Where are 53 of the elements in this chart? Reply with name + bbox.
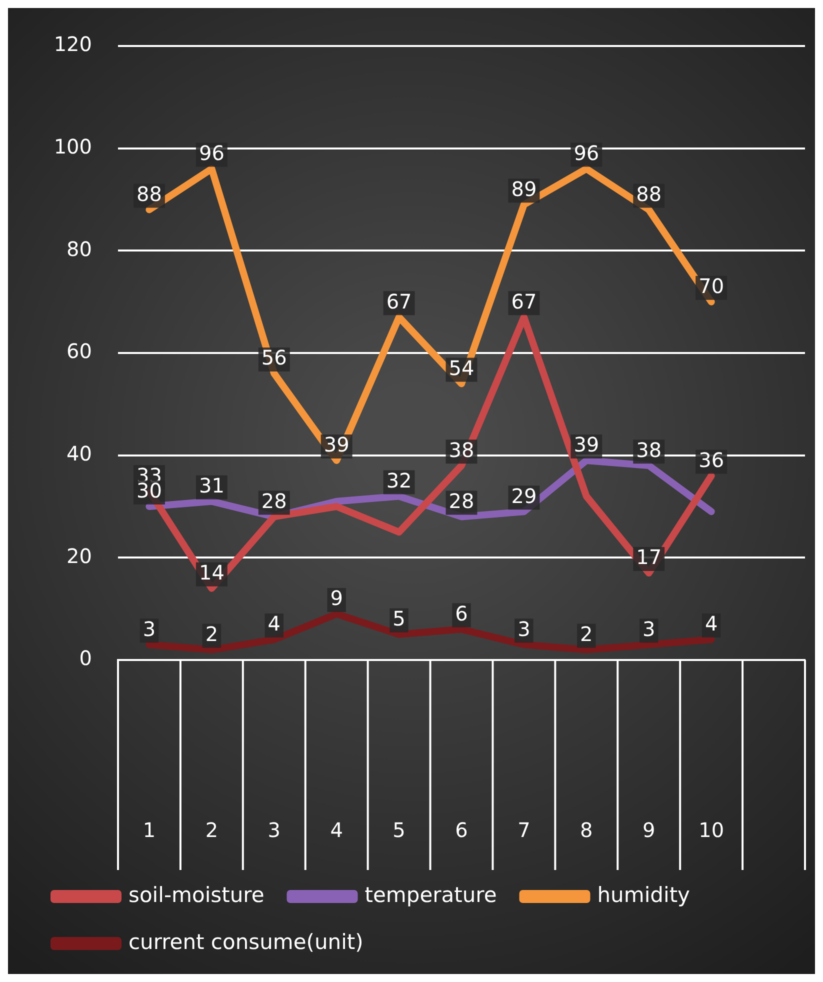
y-tick-label: 120 <box>54 32 92 56</box>
x-tick-label: 4 <box>330 818 343 842</box>
data-label: 70 <box>698 274 724 298</box>
data-label: 32 <box>386 468 412 492</box>
data-label: 3 <box>518 616 530 641</box>
data-label: 67 <box>386 289 412 314</box>
data-label: 28 <box>261 488 287 513</box>
y-tick-label: 60 <box>66 339 92 364</box>
data-label: 31 <box>198 474 224 498</box>
x-tick-label: 5 <box>392 818 406 842</box>
data-label: 39 <box>574 432 600 457</box>
x-tick-label: 6 <box>455 818 468 842</box>
data-label: 56 <box>261 346 287 370</box>
x-tick-label: 2 <box>205 818 218 842</box>
legend-label: current consume(unit) <box>128 930 364 954</box>
data-label: 38 <box>448 438 474 462</box>
data-label: 6 <box>455 602 468 626</box>
y-tick-label: 100 <box>54 134 92 159</box>
data-label: 96 <box>198 141 224 166</box>
data-label: 28 <box>448 488 474 513</box>
data-label: 54 <box>448 356 474 380</box>
data-label: 88 <box>136 182 162 206</box>
data-label: 29 <box>511 484 537 508</box>
data-label: 88 <box>636 182 662 206</box>
data-label: 3 <box>642 616 656 641</box>
data-label: 14 <box>198 560 224 585</box>
data-label: 2 <box>205 622 218 646</box>
x-tick-label: 3 <box>268 818 281 842</box>
y-tick-label: 0 <box>79 646 92 670</box>
data-label: 3 <box>142 616 156 641</box>
data-label: 96 <box>574 141 600 166</box>
x-tick-label: 9 <box>642 818 656 842</box>
data-label: 4 <box>704 612 718 636</box>
data-label: 9 <box>330 586 343 610</box>
data-label: 67 <box>511 289 537 314</box>
data-label: 39 <box>324 432 350 457</box>
x-tick-label: 7 <box>518 818 530 842</box>
x-tick-label: 1 <box>142 818 156 842</box>
legend-label: temperature <box>364 882 497 907</box>
data-label: 2 <box>580 622 593 646</box>
x-tick-label: 10 <box>698 818 724 842</box>
data-label: 38 <box>636 438 662 462</box>
data-label: 5 <box>392 606 406 631</box>
data-label: 4 <box>268 612 281 636</box>
legend-label: humidity <box>597 882 690 907</box>
data-label: 36 <box>698 448 724 472</box>
x-tick-label: 8 <box>580 818 593 842</box>
y-tick-label: 40 <box>66 442 92 466</box>
y-tick-label: 20 <box>66 544 92 568</box>
legend-label: soil-moisture <box>128 882 264 907</box>
y-tick-label: 80 <box>66 236 92 261</box>
data-label: 17 <box>636 545 662 570</box>
data-label: 89 <box>511 176 537 201</box>
